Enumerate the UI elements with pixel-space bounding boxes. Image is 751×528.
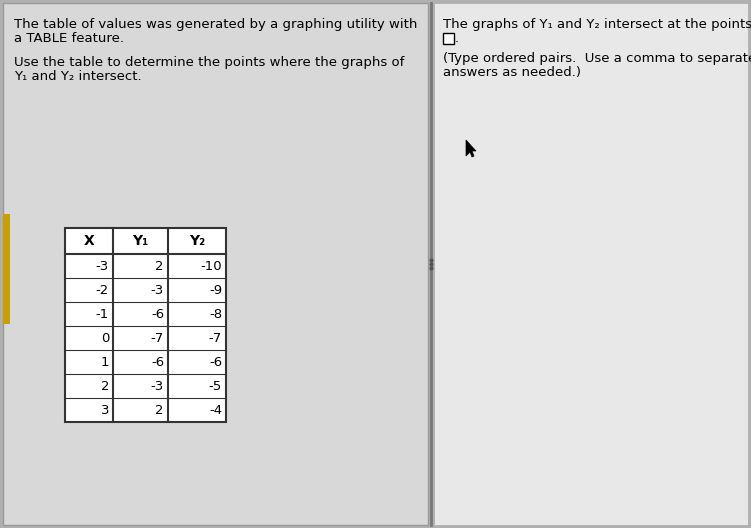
Text: 2: 2: [155, 259, 164, 272]
Bar: [3, 214, 10, 324]
Text: Y₁: Y₁: [132, 234, 149, 248]
Text: Use the table to determine the points where the graphs of: Use the table to determine the points wh…: [14, 56, 404, 69]
Text: The table of values was generated by a graphing utility with: The table of values was generated by a g…: [14, 18, 418, 31]
Text: -8: -8: [209, 307, 222, 320]
Text: The graphs of Y₁ and Y₂ intersect at the points: The graphs of Y₁ and Y₂ intersect at the…: [443, 18, 751, 31]
Text: 1: 1: [101, 355, 109, 369]
Text: -3: -3: [151, 380, 164, 392]
Text: -3: -3: [95, 259, 109, 272]
Text: -3: -3: [151, 284, 164, 297]
Text: -6: -6: [151, 355, 164, 369]
Text: -4: -4: [209, 403, 222, 417]
Text: a TABLE feature.: a TABLE feature.: [14, 32, 124, 45]
Text: -6: -6: [151, 307, 164, 320]
Bar: [443, 33, 454, 44]
Text: 2: 2: [101, 380, 109, 392]
Text: answers as needed.): answers as needed.): [443, 66, 581, 79]
Text: -1: -1: [95, 307, 109, 320]
Text: -5: -5: [209, 380, 222, 392]
Polygon shape: [466, 140, 476, 157]
Text: -10: -10: [201, 259, 222, 272]
Text: (Type ordered pairs.  Use a comma to separate: (Type ordered pairs. Use a comma to sepa…: [443, 52, 751, 65]
Text: -6: -6: [209, 355, 222, 369]
Bar: [434, 3, 748, 525]
Text: -7: -7: [151, 332, 164, 344]
Text: -9: -9: [209, 284, 222, 297]
Bar: [3, 3, 428, 525]
Text: 2: 2: [155, 403, 164, 417]
Text: X: X: [83, 234, 95, 248]
Text: 0: 0: [101, 332, 109, 344]
Text: Y₁ and Y₂ intersect.: Y₁ and Y₂ intersect.: [14, 70, 142, 83]
Text: -2: -2: [95, 284, 109, 297]
Text: Y₂: Y₂: [189, 234, 205, 248]
Text: -7: -7: [209, 332, 222, 344]
Bar: [65, 228, 226, 422]
Text: 3: 3: [101, 403, 109, 417]
Text: .: .: [455, 32, 459, 45]
